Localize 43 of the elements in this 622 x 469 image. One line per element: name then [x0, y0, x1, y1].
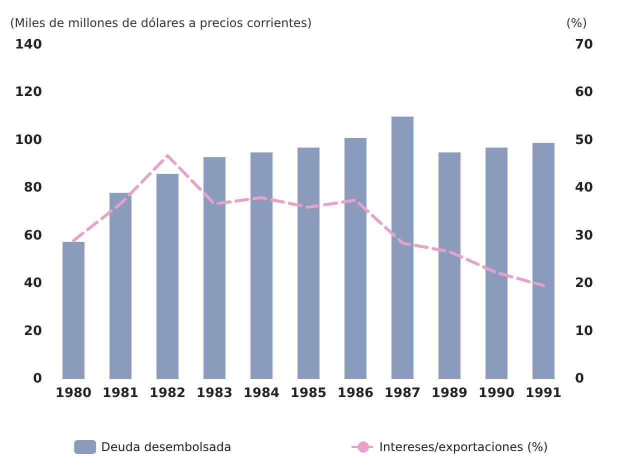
bar: [110, 192, 132, 379]
y2-axis-title: (%): [566, 16, 587, 30]
x-tick-label: 1982: [149, 386, 186, 401]
bar: [392, 116, 414, 379]
y-axis-title: (Miles de millones de dólares a precios corrientes): [10, 16, 312, 30]
y-tick-label: 0: [32, 372, 42, 386]
bar: [156, 174, 178, 379]
legend-label: Intereses/exportaciones (%): [379, 440, 548, 454]
y-tick-label: 20: [24, 324, 42, 339]
y2-tick-label: 70: [575, 38, 594, 52]
legend-label: Deuda desembolsada: [101, 440, 232, 454]
bar: [486, 148, 508, 379]
x-tick-label: 1989: [431, 386, 468, 401]
y2-tick-label: 60: [575, 85, 594, 100]
x-tick-label: 1980: [55, 386, 92, 401]
bar: [532, 142, 554, 379]
bar: [344, 138, 366, 379]
x-tick-label: 1987: [384, 386, 421, 401]
y2-tick-label: 10: [575, 324, 594, 339]
bar: [204, 157, 226, 379]
bar: [62, 242, 84, 379]
x-tick-label: 1985: [290, 386, 327, 401]
x-tick-label: 1990: [478, 386, 515, 401]
x-tick-label: 1981: [102, 386, 139, 401]
x-tick-label: 1986: [337, 386, 374, 401]
y-tick-label: 40: [24, 276, 42, 292]
y2-tick-label: 50: [575, 132, 594, 148]
bar: [298, 148, 320, 379]
x-tick-label: 1991: [525, 386, 562, 401]
y-tick-label: 100: [14, 132, 42, 148]
y2-tick-label: 40: [575, 180, 594, 196]
y2-tick-label: 0: [575, 372, 584, 386]
x-tick-label: 1983: [196, 386, 233, 401]
y-tick-label: 120: [14, 85, 42, 100]
bar: [438, 152, 460, 379]
bar: [250, 152, 272, 379]
y-tick-label: 140: [14, 38, 42, 52]
x-tick-label: 1984: [243, 386, 280, 401]
y2-tick-label: 20: [575, 276, 594, 292]
y2-tick-label: 30: [575, 228, 594, 244]
line-series: [72, 154, 545, 287]
y-tick-label: 60: [24, 228, 42, 244]
y-tick-label: 80: [24, 180, 42, 196]
